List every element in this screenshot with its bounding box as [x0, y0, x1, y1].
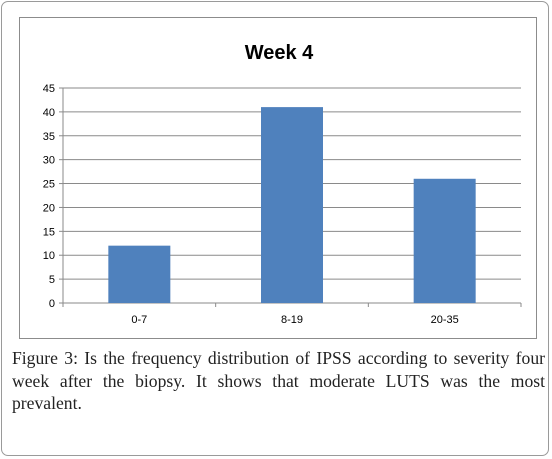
y-tick-label: 5 — [49, 274, 55, 286]
y-tick-label: 45 — [43, 83, 55, 95]
y-tick-label: 25 — [43, 179, 55, 191]
x-tick-label: 20-35 — [431, 314, 459, 326]
bar-0-7 — [108, 245, 171, 303]
bar-20-35 — [413, 178, 476, 303]
bar-chart: 0 5 10 15 20 25 30 35 40 45 0-7 8-19 20-35 — [43, 83, 522, 326]
chart-title: Week 4 — [244, 42, 314, 64]
y-tick-label: 35 — [43, 131, 55, 143]
y-tick-label: 40 — [43, 107, 55, 119]
y-tick-label: 0 — [49, 298, 55, 310]
x-tick-label: 0-7 — [131, 314, 147, 326]
bar-8-19 — [261, 107, 323, 303]
y-tick-label: 30 — [43, 155, 55, 167]
chart-area: 0 5 10 15 20 25 30 35 40 45 0-7 8-19 20-35 Week 4 — [19, 17, 537, 339]
caption-text: : Is the frequency distribution of IPSS … — [12, 348, 545, 413]
y-tick-label: 10 — [43, 250, 55, 262]
y-tick-label: 20 — [43, 202, 55, 214]
x-tick-label: 8-19 — [281, 314, 303, 326]
y-tick-label: 15 — [43, 226, 55, 238]
caption-label: Figure 3 — [12, 348, 74, 368]
figure-caption: Figure 3: Is the frequency distribution … — [12, 347, 545, 415]
